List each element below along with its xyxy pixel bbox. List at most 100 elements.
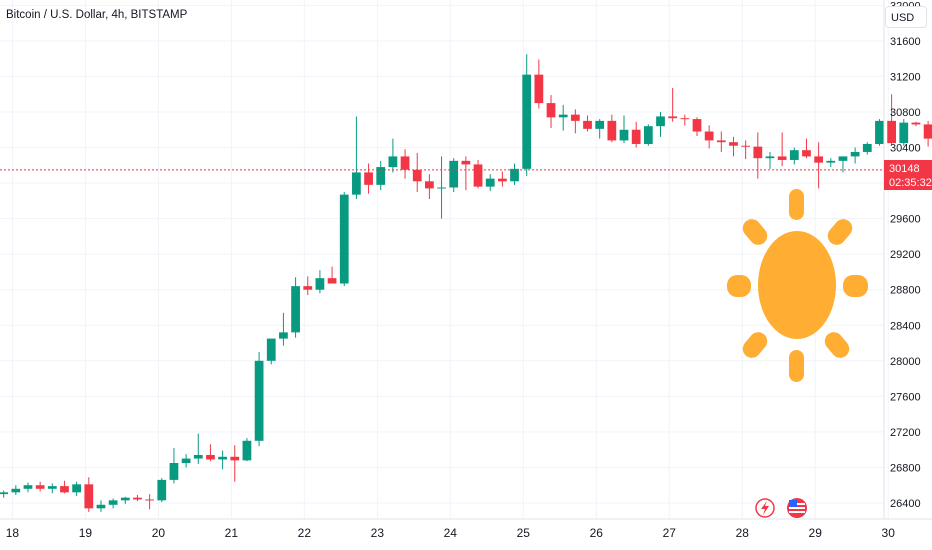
candle <box>364 163 373 194</box>
candle-body <box>522 74 532 169</box>
candle <box>218 450 227 470</box>
candle <box>449 158 459 192</box>
candle <box>352 116 361 200</box>
time-tick-label: 20 <box>152 526 166 540</box>
last-price-value: 30148 <box>889 163 920 175</box>
candle-body <box>570 114 580 121</box>
candle <box>729 136 738 157</box>
candle-body <box>765 156 775 159</box>
candles <box>0 54 932 512</box>
candle <box>716 131 726 152</box>
time-tick-label: 28 <box>736 526 750 540</box>
candle <box>339 191 349 287</box>
candle-body <box>473 164 483 187</box>
candle <box>583 115 592 132</box>
time-tick-label: 27 <box>663 526 677 540</box>
candle <box>826 158 836 168</box>
candle <box>412 152 422 192</box>
last-price-label: 30148 02:35:32 <box>884 160 932 190</box>
candle <box>437 156 446 219</box>
price-tick-label: 30800 <box>890 107 921 119</box>
candle-body <box>887 120 896 144</box>
candle-body <box>631 129 641 144</box>
candle-body <box>862 143 872 152</box>
candle-body <box>716 140 726 143</box>
candle-body <box>449 160 459 188</box>
price-tick-label: 30400 <box>890 143 921 155</box>
candle <box>570 109 580 134</box>
price-tick-label: 28000 <box>890 356 921 368</box>
candle <box>376 160 386 191</box>
candle <box>741 140 751 160</box>
candle <box>510 163 519 185</box>
candle-body <box>497 178 507 182</box>
candle <box>388 138 398 173</box>
lightning-icon[interactable] <box>755 498 775 518</box>
candle-body <box>206 455 215 460</box>
candle-body <box>753 146 763 159</box>
candle <box>108 498 118 509</box>
candle-body <box>425 181 434 189</box>
candle-body <box>315 278 325 290</box>
candle <box>777 132 787 167</box>
candle-body <box>875 120 884 144</box>
candle-body <box>352 172 361 195</box>
price-tick-label: 31600 <box>890 36 921 48</box>
candle <box>802 138 811 159</box>
candle <box>23 482 33 493</box>
candle-body <box>814 156 824 163</box>
candle-body <box>169 463 179 480</box>
candle-countdown: 02:35:32 <box>889 177 932 189</box>
candle-body <box>47 486 57 489</box>
us-flag-icon[interactable] <box>787 498 807 518</box>
candle-body <box>802 150 811 157</box>
price-axis[interactable]: 26400 26800 27200 27600 28000 28400 28800 29200… <box>890 0 921 510</box>
price-tick-label: 28400 <box>890 320 921 332</box>
candle-body <box>595 120 605 129</box>
price-tick-label: 27200 <box>890 427 921 439</box>
candle <box>72 481 82 496</box>
candle-body <box>412 169 422 182</box>
candle-body <box>838 156 848 161</box>
candle <box>303 276 313 296</box>
candle <box>96 500 106 512</box>
candle <box>11 485 21 496</box>
candle-body <box>291 286 300 333</box>
candle-body <box>120 497 130 501</box>
candle <box>461 156 471 191</box>
time-tick-label: 29 <box>809 526 823 540</box>
candle <box>692 117 702 136</box>
candle-body <box>656 116 665 127</box>
candle <box>60 480 69 494</box>
candle-body <box>96 504 106 509</box>
candle-body <box>303 286 313 290</box>
candle <box>911 121 921 127</box>
candle <box>266 338 276 365</box>
candle-body <box>327 278 337 284</box>
candle <box>279 312 288 346</box>
time-tick-label: 18 <box>6 526 20 540</box>
time-axis[interactable]: 18 19 20 21 22 23 24 25 26 27 28 29 30 <box>6 526 895 540</box>
candle <box>193 433 203 464</box>
candle <box>425 174 434 200</box>
candle-body <box>692 119 702 132</box>
candle <box>850 147 860 164</box>
candle <box>169 447 179 484</box>
candle-body <box>0 492 9 495</box>
candle-body <box>534 74 544 104</box>
time-tick-label: 21 <box>225 526 239 540</box>
chart-grid <box>0 0 889 519</box>
candle-body <box>680 118 690 120</box>
candle-body <box>157 479 167 501</box>
candle <box>875 119 884 146</box>
candle-body <box>60 486 69 493</box>
currency-selector[interactable]: USD <box>885 6 927 28</box>
candle <box>887 94 896 145</box>
candle-body <box>72 484 82 493</box>
candle <box>656 111 665 137</box>
candle-body <box>619 129 629 141</box>
candle-body <box>23 485 33 489</box>
candle-body <box>461 160 471 165</box>
candle <box>607 114 617 143</box>
